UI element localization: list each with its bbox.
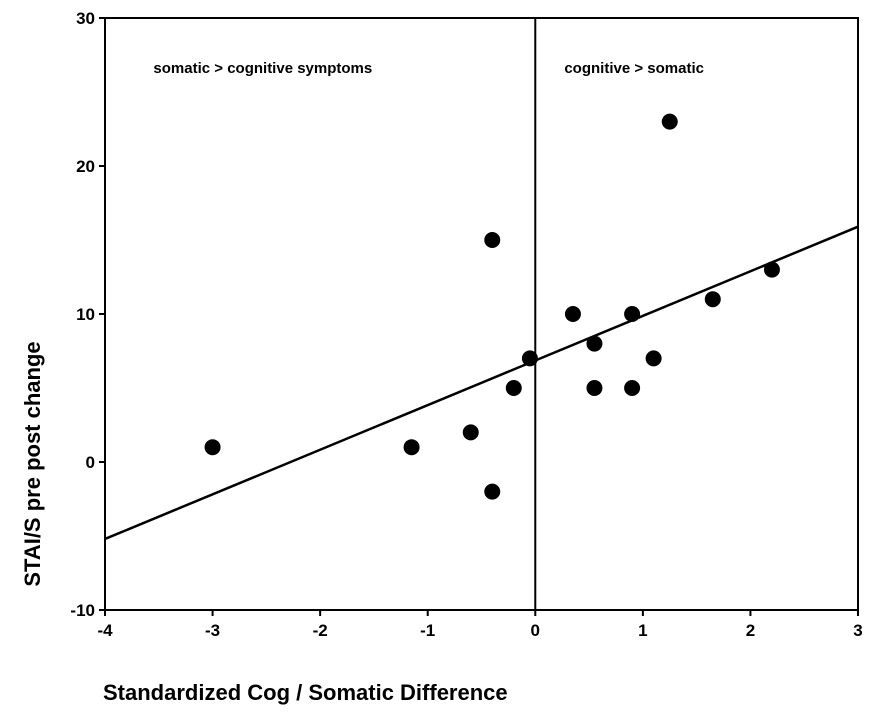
data-point <box>645 350 662 367</box>
x-tick-label: 0 <box>531 621 540 640</box>
data-point <box>564 306 581 322</box>
x-axis-title: Standardized Cog / Somatic Difference <box>103 680 508 705</box>
x-tick-label: 1 <box>638 621 647 640</box>
y-tick-label: -10 <box>70 601 95 620</box>
data-point <box>586 335 603 352</box>
data-point <box>763 261 780 278</box>
x-tick-label: 3 <box>853 621 862 640</box>
y-tick-label: 20 <box>76 157 95 176</box>
annotation-label: somatic > cognitive symptoms <box>153 60 372 77</box>
regression-line-group <box>104 225 859 541</box>
data-point <box>204 439 221 456</box>
x-tick-label: -2 <box>313 621 328 640</box>
plot-area-frame <box>104 17 859 611</box>
regression-line <box>104 225 859 541</box>
data-point <box>462 424 479 441</box>
y-axis-ticks: -10 0 10 20 30 <box>70 9 105 620</box>
data-point <box>505 380 522 396</box>
x-tick-label: -3 <box>205 621 220 640</box>
y-tick-label: 0 <box>86 453 95 472</box>
annotation-label: cognitive > somatic <box>564 60 704 77</box>
data-point <box>704 291 721 308</box>
data-points <box>204 113 780 500</box>
data-point <box>484 483 501 500</box>
annotations: somatic > cognitive symptoms cognitive > … <box>153 60 704 77</box>
y-axis-title: STAI/S pre post change <box>20 341 45 586</box>
data-point <box>521 350 538 367</box>
x-tick-label: -4 <box>97 621 113 640</box>
data-point <box>624 306 641 322</box>
y-tick-label: 10 <box>76 305 95 324</box>
y-tick-label: 30 <box>76 9 95 28</box>
data-point <box>484 232 501 248</box>
x-tick-label: 2 <box>746 621 755 640</box>
data-point <box>403 439 420 456</box>
data-point <box>661 113 678 130</box>
x-axis-ticks: -4 -3 -2 -1 0 1 2 3 <box>97 610 863 640</box>
x-tick-label: -1 <box>420 621 435 640</box>
data-point <box>624 380 641 396</box>
data-point <box>586 380 603 396</box>
